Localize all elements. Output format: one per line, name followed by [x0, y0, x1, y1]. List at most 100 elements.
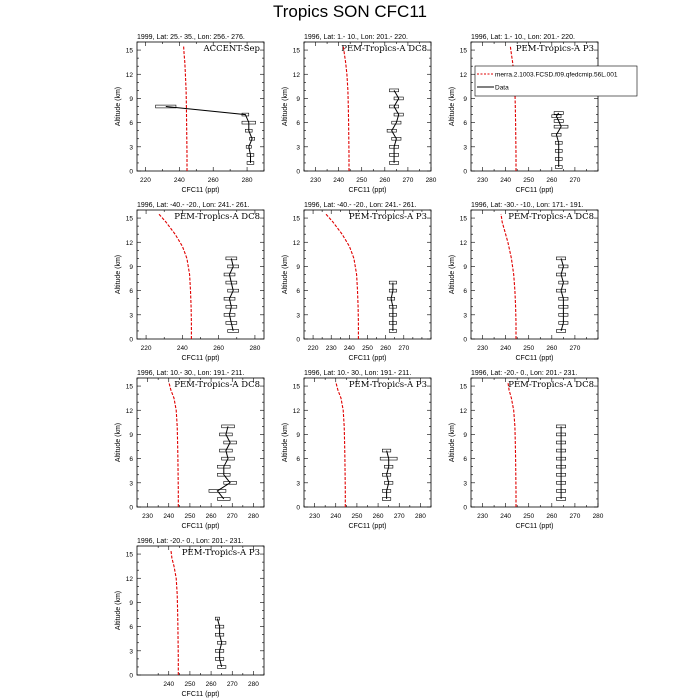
y-tick-label: 6: [129, 456, 133, 463]
plot-frame: [136, 377, 265, 508]
y-axis-label: Altitude (km): [115, 255, 122, 294]
x-tick-label: 270: [569, 513, 580, 520]
x-tick-label: 220: [140, 177, 151, 184]
data-error-box: [217, 497, 231, 501]
x-tick-label: 260: [546, 513, 557, 520]
x-tick-label: 230: [142, 513, 153, 520]
model-series-line: [158, 213, 192, 339]
y-tick-label: 15: [460, 216, 468, 223]
x-axis-label: CFC11 (ppt): [349, 355, 387, 362]
y-tick-label: 9: [129, 264, 133, 271]
y-tick-label: 3: [296, 480, 300, 487]
panel-subtitle: 1996, Lat: 1.- 10., Lon: 201.- 220.: [304, 34, 408, 41]
y-tick-label: 6: [296, 120, 300, 127]
y-tick-label: 0: [463, 337, 467, 344]
model-series-line: [507, 381, 517, 507]
y-tick-label: 0: [129, 505, 133, 512]
y-tick-label: 12: [293, 72, 301, 79]
campaign-label: PEM-Tropics-A P3: [182, 548, 260, 558]
panel-subtitle: 1996, Lat: 10.- 30., Lon: 191.- 211.: [304, 370, 411, 377]
model-series-line: [325, 213, 359, 339]
y-tick-label: 6: [129, 120, 133, 127]
x-tick-label: 220: [141, 345, 152, 352]
panel-subtitle: 1996, Lat: 1.- 10., Lon: 201.- 220.: [471, 34, 575, 41]
panel-subtitle: 1999, Lat: 25.- 35., Lon: 256.- 276.: [137, 34, 245, 41]
plot-frame: [136, 545, 265, 676]
x-axis-label: CFC11 (ppt): [349, 523, 387, 530]
y-axis-label: Altitude (km): [282, 87, 289, 126]
legend-model-label: merra.2.1003.FCSD.f09.qfedcmip.56L.001: [495, 72, 618, 79]
legend: merra.2.1003.FCSD.f09.qfedcmip.56L.001 Da…: [474, 65, 638, 97]
y-tick-label: 12: [293, 240, 301, 247]
x-tick-label: 270: [402, 177, 413, 184]
x-tick-label: 260: [373, 513, 384, 520]
x-tick-label: 270: [227, 513, 238, 520]
x-tick-label: 280: [242, 177, 253, 184]
x-tick-label: 280: [415, 513, 426, 520]
model-series-line: [335, 381, 346, 507]
y-tick-label: 3: [129, 312, 133, 319]
model-series-line: [168, 381, 179, 507]
x-tick-label: 260: [546, 345, 557, 352]
panel-10: 1996, Lat: -20.- 0., Lon: 201.- 231. PEM-…: [115, 538, 265, 698]
campaign-label: PEM-Tropics-A DC8: [508, 380, 594, 390]
campaign-label: PEM-Tropics-A P3: [349, 212, 427, 222]
model-series-line: [509, 45, 517, 171]
plot-frame: [303, 41, 432, 172]
y-axis-label: Altitude (km): [449, 255, 456, 294]
x-tick-label: 280: [249, 345, 260, 352]
x-axis-label: CFC11 (ppt): [516, 523, 554, 530]
y-tick-label: 0: [129, 169, 133, 176]
x-axis-label: CFC11 (ppt): [516, 355, 554, 362]
data-series-line: [165, 106, 253, 163]
x-tick-label: 260: [379, 177, 390, 184]
y-axis-label: Altitude (km): [115, 423, 122, 462]
y-axis-label: Altitude (km): [449, 423, 456, 462]
model-series-line: [500, 213, 517, 339]
x-tick-label: 240: [333, 177, 344, 184]
y-tick-label: 3: [463, 144, 467, 151]
y-tick-label: 6: [463, 456, 467, 463]
y-tick-label: 9: [296, 264, 300, 271]
y-tick-label: 9: [129, 432, 133, 439]
panel-8: 1996, Lat: 10.- 30., Lon: 191.- 211. PEM-…: [282, 370, 432, 530]
x-axis-label: CFC11 (ppt): [349, 187, 387, 194]
x-tick-label: 270: [227, 681, 238, 688]
model-series-line: [183, 45, 188, 171]
campaign-label: PEM-Tropics-A DC8: [341, 44, 427, 54]
y-tick-label: 6: [296, 288, 300, 295]
panel-subtitle: 1996, Lat: -20.- 0., Lon: 201.- 231.: [137, 538, 243, 545]
x-tick-label: 240: [163, 681, 174, 688]
x-tick-label: 280: [248, 681, 259, 688]
y-tick-label: 9: [296, 432, 300, 439]
panel-2: 1996, Lat: 1.- 10., Lon: 201.- 220. PEM-T…: [282, 34, 437, 194]
x-tick-label: 230: [477, 177, 488, 184]
y-axis-label: Altitude (km): [282, 255, 289, 294]
x-tick-label: 240: [500, 345, 511, 352]
x-tick-label: 250: [351, 513, 362, 520]
y-tick-label: 12: [126, 72, 134, 79]
y-tick-label: 15: [126, 384, 134, 391]
x-tick-label: 260: [213, 345, 224, 352]
y-axis-label: Altitude (km): [282, 423, 289, 462]
x-tick-label: 230: [477, 513, 488, 520]
y-tick-label: 15: [126, 216, 134, 223]
y-tick-label: 6: [463, 288, 467, 295]
y-tick-label: 3: [463, 312, 467, 319]
panel-subtitle: 1996, Lat: -30.- -10., Lon: 171.- 191.: [471, 202, 584, 209]
x-tick-label: 270: [394, 513, 405, 520]
y-tick-label: 9: [463, 264, 467, 271]
y-tick-label: 0: [463, 169, 467, 176]
y-tick-label: 15: [293, 384, 301, 391]
x-tick-label: 240: [500, 513, 511, 520]
y-tick-label: 0: [296, 337, 300, 344]
x-tick-label: 230: [326, 345, 337, 352]
y-tick-label: 15: [460, 48, 468, 55]
x-tick-label: 260: [380, 345, 391, 352]
plot-frame: [303, 377, 432, 508]
y-axis-label: Altitude (km): [115, 591, 122, 630]
y-tick-label: 9: [463, 432, 467, 439]
x-tick-label: 230: [310, 177, 321, 184]
plot-frame: [470, 209, 599, 340]
